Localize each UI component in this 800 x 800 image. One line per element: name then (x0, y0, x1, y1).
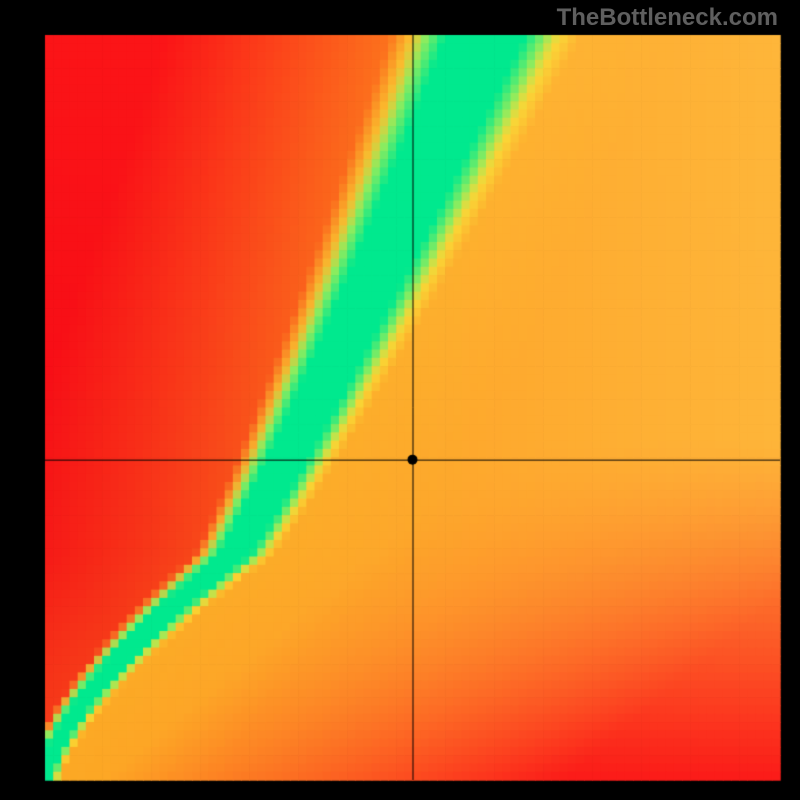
bottleneck-heatmap (0, 0, 800, 800)
figure-container: TheBottleneck.com (0, 0, 800, 800)
